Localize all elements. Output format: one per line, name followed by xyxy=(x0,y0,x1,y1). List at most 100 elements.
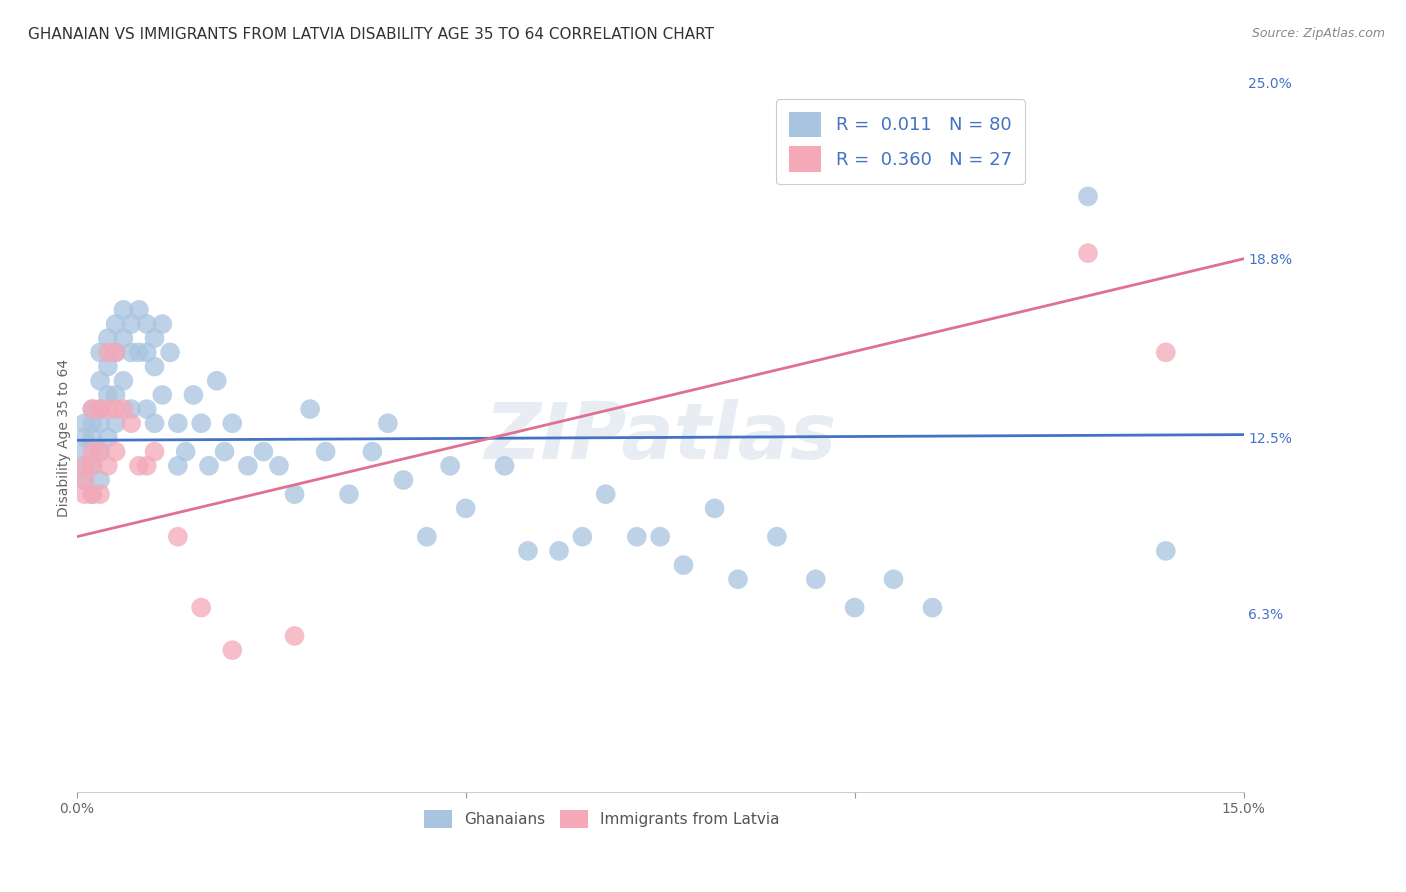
Point xyxy=(548,544,571,558)
Point xyxy=(135,458,157,473)
Point xyxy=(143,444,166,458)
Point xyxy=(97,388,120,402)
Point xyxy=(73,417,96,431)
Point xyxy=(97,402,120,417)
Point xyxy=(494,458,516,473)
Point xyxy=(844,600,866,615)
Point xyxy=(120,402,142,417)
Point xyxy=(135,402,157,417)
Text: Source: ZipAtlas.com: Source: ZipAtlas.com xyxy=(1251,27,1385,40)
Point xyxy=(571,530,593,544)
Point xyxy=(135,317,157,331)
Point xyxy=(82,487,104,501)
Point xyxy=(377,417,399,431)
Point xyxy=(183,388,205,402)
Point xyxy=(104,317,127,331)
Point xyxy=(1154,345,1177,359)
Point xyxy=(104,402,127,417)
Point xyxy=(804,572,827,586)
Point xyxy=(82,402,104,417)
Point xyxy=(73,473,96,487)
Point xyxy=(143,359,166,374)
Point xyxy=(82,458,104,473)
Point xyxy=(97,331,120,345)
Point xyxy=(252,444,274,458)
Text: ZIPatlas: ZIPatlas xyxy=(484,400,837,475)
Point xyxy=(97,359,120,374)
Point xyxy=(454,501,477,516)
Point xyxy=(128,345,150,359)
Point xyxy=(150,388,173,402)
Point xyxy=(650,530,672,544)
Point xyxy=(727,572,749,586)
Point xyxy=(120,317,142,331)
Point xyxy=(337,487,360,501)
Point xyxy=(190,600,212,615)
Point xyxy=(89,402,111,417)
Point xyxy=(315,444,337,458)
Point xyxy=(82,444,104,458)
Point xyxy=(167,530,190,544)
Point xyxy=(104,417,127,431)
Point xyxy=(1077,189,1099,203)
Point xyxy=(128,458,150,473)
Point xyxy=(89,417,111,431)
Point xyxy=(516,544,538,558)
Point xyxy=(595,487,617,501)
Legend: Ghanaians, Immigrants from Latvia: Ghanaians, Immigrants from Latvia xyxy=(418,804,786,834)
Point xyxy=(104,345,127,359)
Point xyxy=(97,458,120,473)
Point xyxy=(104,388,127,402)
Point xyxy=(283,487,305,501)
Point xyxy=(73,458,96,473)
Point xyxy=(104,345,127,359)
Point xyxy=(921,600,943,615)
Point xyxy=(672,558,695,572)
Point xyxy=(112,402,135,417)
Point xyxy=(143,417,166,431)
Text: GHANAIAN VS IMMIGRANTS FROM LATVIA DISABILITY AGE 35 TO 64 CORRELATION CHART: GHANAIAN VS IMMIGRANTS FROM LATVIA DISAB… xyxy=(28,27,714,42)
Point xyxy=(89,345,111,359)
Point xyxy=(128,302,150,317)
Point xyxy=(416,530,439,544)
Point xyxy=(299,402,322,417)
Point xyxy=(283,629,305,643)
Point xyxy=(190,417,212,431)
Point xyxy=(214,444,236,458)
Point xyxy=(97,345,120,359)
Point xyxy=(73,473,96,487)
Point xyxy=(97,430,120,444)
Point xyxy=(626,530,648,544)
Point xyxy=(89,444,111,458)
Point xyxy=(167,458,190,473)
Point xyxy=(159,345,181,359)
Point xyxy=(73,444,96,458)
Point xyxy=(221,643,243,657)
Point xyxy=(205,374,228,388)
Point xyxy=(82,430,104,444)
Point xyxy=(135,345,157,359)
Point xyxy=(73,430,96,444)
Point xyxy=(120,417,142,431)
Point xyxy=(73,487,96,501)
Point xyxy=(89,374,111,388)
Point xyxy=(82,417,104,431)
Point xyxy=(221,417,243,431)
Point xyxy=(112,331,135,345)
Point xyxy=(143,331,166,345)
Point xyxy=(167,417,190,431)
Point xyxy=(82,458,104,473)
Point xyxy=(236,458,259,473)
Point xyxy=(120,345,142,359)
Point xyxy=(150,317,173,331)
Point xyxy=(267,458,290,473)
Point xyxy=(89,444,111,458)
Point xyxy=(392,473,415,487)
Point xyxy=(82,487,104,501)
Point xyxy=(439,458,461,473)
Point xyxy=(198,458,221,473)
Point xyxy=(112,302,135,317)
Point xyxy=(703,501,725,516)
Point xyxy=(104,444,127,458)
Point xyxy=(89,487,111,501)
